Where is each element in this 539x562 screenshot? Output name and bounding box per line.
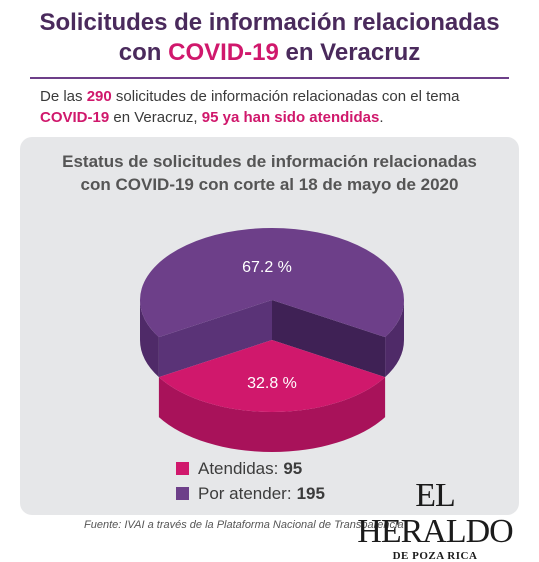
intro-p2: solicitudes de información relacionadas … xyxy=(115,88,460,105)
pie-slice-por-atender xyxy=(139,228,404,338)
title-line-2: con COVID-19 en Veracruz xyxy=(0,38,539,68)
page-title: Solicitudes de información relacionadas … xyxy=(0,8,539,68)
legend-value-por-atender: 195 xyxy=(296,483,325,503)
pie-cut-face-0 xyxy=(158,300,272,378)
legend-item-atendidas: Atendidas: 95 xyxy=(176,456,476,481)
legend-label-atendidas: Atendidas: xyxy=(198,458,279,478)
pie-wall-por-atender-0 xyxy=(140,300,159,378)
intro-p1: De las xyxy=(40,88,83,105)
pie-label-por-atender: 67.2 % xyxy=(242,259,292,276)
title-veracruz: en Veracruz xyxy=(285,39,421,66)
chart-title-line-1: Estatus de solicitudes de información re… xyxy=(62,152,477,171)
chart-title-line-2: con COVID-19 con corte al 18 de mayo de … xyxy=(80,175,459,194)
title-covid: COVID-19 xyxy=(168,39,279,66)
pie-chart: 32.8 % 67.2 % xyxy=(139,228,404,452)
legend-value-atendidas: 95 xyxy=(283,458,303,478)
publisher-logo: EL HERALDO DE POZA RICA xyxy=(335,478,535,562)
logo-sub: DE POZA RICA xyxy=(392,550,478,562)
legend-item-por-atender: Por atender: 195 xyxy=(176,481,476,506)
intro-p3: en Veracruz, xyxy=(113,109,198,126)
pie-wall-atendidas-0 xyxy=(158,377,386,452)
title-divider xyxy=(30,77,509,79)
title-line-1: Solicitudes de información relacionadas xyxy=(39,9,500,36)
legend-swatch-atendidas xyxy=(176,462,189,475)
legend-swatch-por-atender xyxy=(176,487,189,500)
intro-total: 290 xyxy=(86,88,112,105)
chart-legend: Atendidas: 95 Por atender: 195 xyxy=(176,456,476,506)
intro-p4: . xyxy=(379,109,384,126)
pie-label-atendidas: 32.8 % xyxy=(247,375,297,392)
intro-paragraph: De las 290 solicitudes de información re… xyxy=(40,86,510,128)
title-con: con xyxy=(118,39,162,66)
pie-wall-por-atender-1 xyxy=(385,300,404,378)
pie-cut-face-1 xyxy=(272,300,386,378)
intro-attended: 95 ya han sido atendidas xyxy=(201,109,380,126)
logo-main: EL HERALDO xyxy=(357,477,513,550)
intro-topic: COVID-19 xyxy=(40,109,110,126)
chart-title: Estatus de solicitudes de información re… xyxy=(20,150,519,196)
legend-label-por-atender: Por atender: xyxy=(198,483,292,503)
pie-slice-atendidas xyxy=(158,340,386,412)
source-note: Fuente: IVAI a través de la Plataforma N… xyxy=(84,519,404,531)
